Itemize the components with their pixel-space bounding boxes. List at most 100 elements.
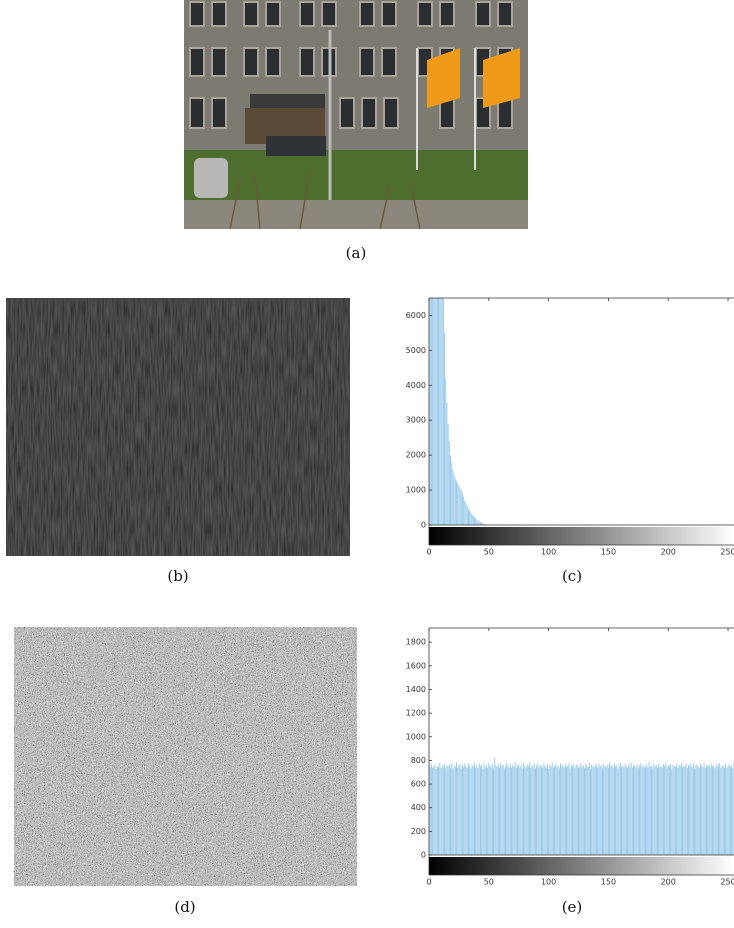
bar — [459, 488, 461, 525]
bar — [629, 766, 631, 855]
bar — [497, 764, 499, 855]
bar — [501, 766, 503, 855]
bar — [465, 766, 467, 855]
bar — [677, 767, 679, 855]
y-tick-label: 5000 — [406, 346, 426, 355]
bar — [613, 763, 615, 855]
bar — [439, 762, 441, 855]
bar — [529, 762, 530, 855]
bar — [645, 766, 646, 855]
y-tick-label: 4000 — [406, 381, 426, 390]
bar — [728, 764, 730, 855]
bar — [576, 764, 578, 855]
bar — [521, 768, 523, 855]
bar — [460, 768, 462, 855]
bar — [483, 761, 485, 855]
x-tick-label: 150 — [601, 878, 616, 887]
bar — [587, 766, 589, 855]
bar — [646, 764, 648, 855]
bar — [523, 763, 524, 855]
bar — [696, 764, 698, 855]
bar — [531, 764, 533, 855]
colorbar — [429, 857, 734, 875]
bar — [463, 497, 465, 525]
bar — [514, 762, 516, 855]
bar — [572, 766, 573, 855]
bar — [444, 332, 445, 525]
bar — [543, 763, 545, 855]
bar — [616, 764, 618, 855]
bar — [475, 518, 477, 525]
bar — [670, 763, 672, 855]
bar — [648, 761, 650, 855]
bar — [509, 763, 511, 855]
bar — [545, 767, 547, 855]
bar — [459, 764, 461, 855]
bar — [551, 762, 553, 855]
bar — [567, 765, 569, 855]
bar — [548, 768, 550, 855]
bar — [657, 767, 658, 855]
bar — [686, 768, 688, 855]
bar — [575, 765, 577, 855]
y-tick-label: 3000 — [406, 416, 426, 425]
y-tick-label: 400 — [411, 803, 426, 812]
bar — [451, 462, 453, 525]
bars — [429, 757, 734, 855]
colorbar — [429, 527, 734, 545]
bar — [732, 768, 734, 855]
bar — [716, 766, 718, 855]
bar — [453, 474, 455, 525]
bar — [524, 766, 526, 855]
bar — [700, 763, 701, 855]
bar — [726, 768, 728, 855]
bar — [476, 519, 478, 525]
bar — [731, 765, 733, 855]
bar — [477, 768, 479, 855]
caption: (a) — [346, 244, 367, 262]
bar — [719, 763, 721, 855]
bar — [436, 765, 438, 855]
bar — [594, 763, 596, 855]
bar — [715, 764, 717, 855]
bar — [592, 766, 594, 855]
bar — [494, 757, 496, 855]
bar — [433, 766, 435, 855]
bar — [604, 765, 606, 855]
bar — [478, 521, 480, 525]
bar — [605, 766, 607, 855]
bar — [593, 767, 595, 855]
bar — [436, 298, 438, 525]
bar — [445, 769, 447, 855]
bar — [458, 485, 460, 525]
bar — [439, 298, 441, 525]
bar — [708, 764, 710, 855]
bar — [555, 763, 557, 855]
bar — [707, 766, 709, 855]
bar — [570, 764, 572, 855]
bar — [668, 766, 670, 855]
bar — [447, 766, 449, 855]
bar — [713, 765, 715, 855]
bar — [585, 763, 587, 855]
bar — [469, 765, 471, 855]
bar — [634, 765, 636, 855]
bar — [429, 298, 431, 525]
bar — [671, 768, 673, 855]
bar — [615, 766, 617, 855]
bar — [724, 767, 725, 855]
bar — [480, 766, 481, 855]
bar — [591, 764, 593, 855]
bar — [537, 762, 539, 855]
bar — [637, 768, 639, 855]
bar — [706, 765, 707, 855]
bar — [468, 763, 469, 855]
bar — [563, 767, 565, 855]
bar — [694, 768, 695, 855]
bar — [435, 298, 437, 525]
bar — [542, 767, 544, 855]
bar — [682, 767, 683, 855]
bar — [452, 768, 454, 855]
bar — [684, 766, 686, 855]
bar — [722, 766, 724, 855]
